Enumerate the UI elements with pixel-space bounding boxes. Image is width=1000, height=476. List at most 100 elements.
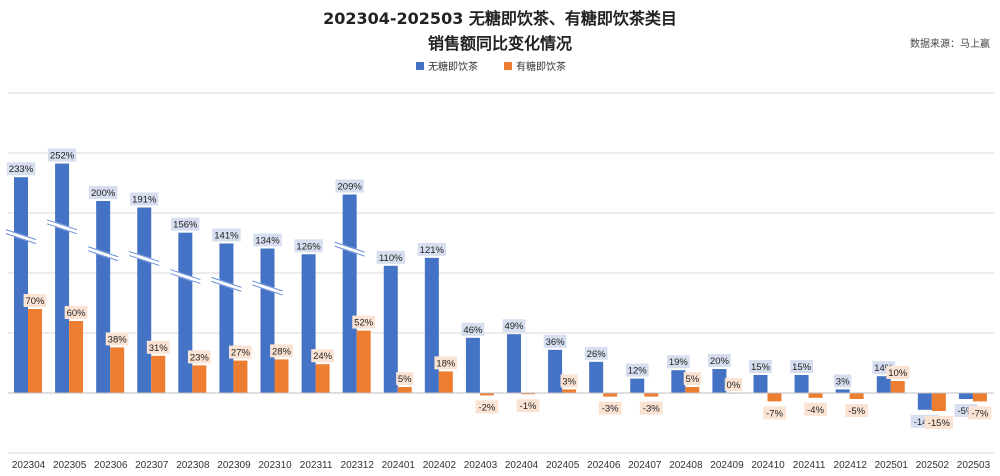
bar-sugared-202404[interactable] [521, 393, 535, 395]
bar-sugared-202305[interactable] [69, 321, 84, 393]
bar-sugared-202410[interactable] [767, 393, 782, 402]
x-tick-202409: 202409 [710, 460, 744, 471]
label-sugared-202307-bg [146, 340, 170, 354]
label-sugar-free-202309-bg [212, 228, 241, 242]
x-tick-202305: 202305 [53, 460, 87, 471]
label-sugared-202404-bg [516, 399, 540, 413]
bar-sugar-free-202405[interactable] [548, 349, 563, 393]
label-sugar-free-202408-bg [666, 355, 690, 369]
label-sugared-202405-text: 3% [562, 376, 576, 387]
label-sugar-free-202306-bg [88, 186, 118, 199]
label-sugar-free-202310-bg [253, 233, 282, 247]
bar-sugared-202403[interactable] [479, 393, 494, 396]
label-sugared-202502: -15% [924, 416, 954, 429]
bar-sugar-free-202404[interactable] [507, 334, 521, 393]
bar-sugar-free-202401[interactable] [383, 265, 398, 393]
label-sugared-202306: 38% [105, 332, 129, 346]
bar-sugar-free-202409[interactable] [712, 369, 727, 393]
bar-sugared-202401[interactable] [397, 387, 412, 393]
label-sugared-202402: 18% [434, 356, 458, 370]
label-sugared-202501: 10% [886, 366, 910, 379]
bar-sugared-202503[interactable] [972, 393, 987, 402]
bar-sugar-free-202312[interactable] [342, 194, 357, 393]
bar-sugared-202411[interactable] [808, 393, 823, 398]
bar-sugared-202501[interactable] [890, 381, 905, 393]
bar-sugared-202407[interactable] [644, 393, 659, 397]
label-sugar-free-202411-text: 15% [792, 362, 812, 373]
bar-sugar-free-202403[interactable] [465, 337, 480, 393]
label-sugar-free-202410: 15% [749, 360, 772, 373]
bar-sugar-free-202311[interactable] [301, 254, 316, 393]
bar-sugar-free-202310[interactable] [260, 248, 275, 393]
bar-sugar-free-202501[interactable] [876, 376, 891, 393]
bar-sugared-202306[interactable] [110, 347, 125, 393]
x-tick-202403: 202403 [464, 460, 498, 471]
label-sugar-free-202410-text: 15% [751, 362, 771, 373]
bar-sugar-free-202305[interactable] [55, 163, 70, 393]
label-sugared-202403-text: -2% [478, 402, 495, 413]
label-sugar-free-202403: 46% [461, 322, 485, 336]
bar-sugared-202310[interactable] [274, 359, 289, 393]
bar-sugared-202311[interactable] [315, 364, 330, 393]
axis-break-202310 [251, 280, 284, 296]
label-sugared-202409: 0% [724, 378, 743, 391]
label-sugared-202309-text: 27% [231, 348, 251, 359]
bar-sugared-202402[interactable] [438, 371, 453, 393]
bar-sugar-free-202408[interactable] [671, 370, 686, 393]
label-sugar-free-202304-bg [6, 162, 36, 176]
bar-sugar-free-202308[interactable] [178, 232, 193, 393]
label-sugared-202403-bg [475, 400, 499, 414]
x-tick-202311: 202311 [300, 460, 333, 471]
label-sugar-free-202306: 200% [88, 186, 118, 199]
bar-sugar-free-202304[interactable] [14, 177, 28, 393]
label-sugared-202502-bg [924, 416, 954, 429]
bar-sugared-202406[interactable] [603, 393, 618, 397]
bar-sugared-202307[interactable] [151, 355, 166, 393]
x-tick-202502: 202502 [916, 460, 950, 471]
bar-sugar-free-202412[interactable] [835, 389, 850, 393]
bar-sugar-free-202406[interactable] [589, 361, 604, 393]
label-sugared-202403: -2% [475, 400, 499, 414]
legend-label-sugared: 有糖即饮茶 [516, 60, 566, 73]
label-sugared-202412: -5% [845, 404, 869, 417]
bar-sugared-202304[interactable] [28, 309, 42, 393]
bar-sugared-202312[interactable] [356, 330, 371, 393]
bar-sugar-free-202402[interactable] [424, 257, 439, 393]
label-sugared-202307-text: 31% [149, 343, 169, 354]
axis-break-202312 [333, 241, 366, 257]
x-tick-202407: 202407 [628, 460, 662, 471]
axis-break-202306 [87, 246, 119, 262]
bar-sugared-202502[interactable] [931, 393, 946, 411]
label-sugared-202311: 24% [311, 349, 334, 363]
label-sugar-free-202310: 134% [253, 233, 282, 247]
bar-sugar-free-202503[interactable] [958, 393, 973, 399]
x-tick-202309: 202309 [217, 460, 251, 471]
label-sugared-202305-text: 60% [67, 308, 87, 319]
bar-sugar-free-202410[interactable] [753, 375, 768, 393]
label-sugared-202402-text: 18% [436, 358, 456, 369]
legend-item-sugar-free[interactable]: 无糖即饮茶 [416, 60, 478, 73]
label-sugar-free-202311-text: 126% [296, 241, 321, 252]
bar-sugar-free-202411[interactable] [794, 375, 809, 393]
label-sugared-202309-bg [229, 345, 252, 359]
bar-sugar-free-202307[interactable] [137, 207, 152, 393]
label-sugared-202402-bg [434, 356, 458, 370]
legend: 无糖即饮茶 有糖即饮茶 [416, 60, 566, 73]
label-sugar-free-202311: 126% [294, 239, 323, 253]
label-sugar-free-202501-text: 14% [874, 363, 894, 374]
bar-sugared-202309[interactable] [233, 360, 248, 393]
bar-sugared-202405[interactable] [562, 389, 577, 393]
bar-sugared-202408[interactable] [685, 387, 700, 393]
label-sugared-202503-bg [968, 406, 992, 420]
label-sugared-202305-bg [64, 306, 88, 319]
bar-sugar-free-202306[interactable] [96, 201, 111, 393]
label-sugar-free-202406-text: 26% [587, 349, 607, 360]
bar-sugar-free-202502[interactable] [917, 393, 932, 410]
legend-item-sugared[interactable]: 有糖即饮茶 [504, 60, 566, 73]
bar-sugar-free-202407[interactable] [630, 378, 645, 393]
bar-sugared-202308[interactable] [192, 365, 207, 393]
bar-sugared-202412[interactable] [849, 393, 864, 399]
label-sugared-202407: -3% [639, 401, 663, 415]
bar-sugar-free-202309[interactable] [219, 243, 234, 393]
